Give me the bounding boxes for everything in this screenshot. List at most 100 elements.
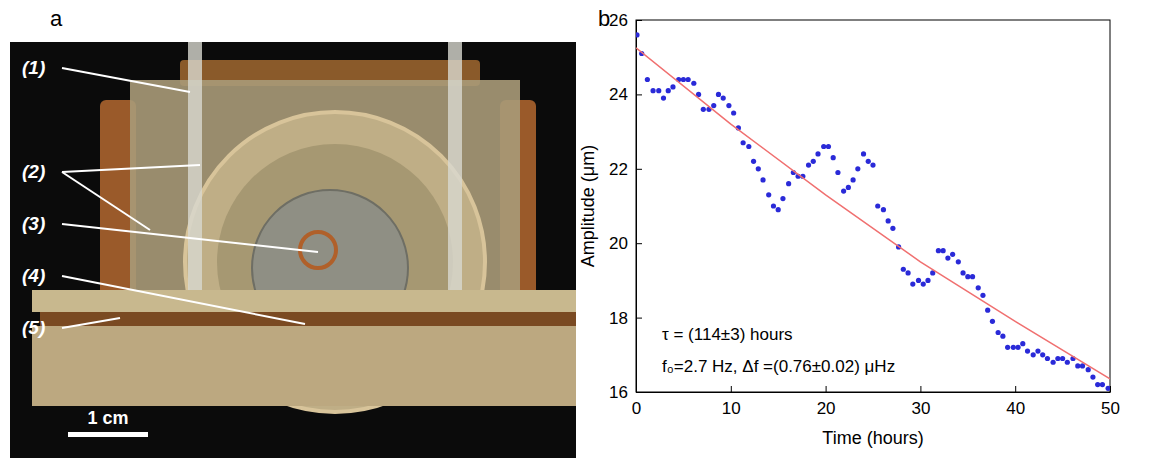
data-point bbox=[780, 196, 785, 201]
base-coil bbox=[40, 312, 576, 326]
data-point bbox=[701, 107, 706, 112]
fit-line bbox=[636, 48, 1110, 379]
data-point bbox=[921, 282, 926, 287]
y-axis-title: Amplitude (μm) bbox=[578, 145, 598, 267]
data-point bbox=[990, 319, 995, 324]
data-point bbox=[905, 270, 910, 275]
data-point bbox=[1015, 345, 1020, 350]
x-axis-title: Time (hours) bbox=[822, 428, 923, 448]
x-tick: 30 bbox=[911, 386, 930, 418]
x-tick-mark bbox=[1015, 386, 1016, 392]
photo-background bbox=[10, 42, 576, 458]
y-tick-label: 24 bbox=[609, 85, 628, 104]
x-axis-line bbox=[637, 392, 1111, 393]
data-point bbox=[721, 96, 726, 101]
y-tick-mark bbox=[636, 169, 642, 170]
data-point bbox=[771, 203, 776, 208]
data-point bbox=[766, 192, 771, 197]
x-tick-mark bbox=[920, 386, 921, 392]
data-point bbox=[821, 144, 826, 149]
data-point bbox=[866, 159, 871, 164]
label-arrow bbox=[62, 276, 305, 324]
data-point bbox=[916, 278, 921, 283]
data-point bbox=[1040, 352, 1045, 357]
data-point bbox=[910, 282, 915, 287]
data-point bbox=[1031, 352, 1036, 357]
y-tick-mark bbox=[636, 94, 642, 95]
label-arrow bbox=[62, 68, 190, 92]
data-point bbox=[831, 155, 836, 160]
x-tick-label: 20 bbox=[817, 399, 836, 418]
data-point bbox=[881, 207, 886, 212]
data-point bbox=[925, 278, 930, 283]
data-point bbox=[645, 77, 650, 82]
data-point bbox=[656, 88, 661, 93]
photo-label: (4) bbox=[22, 265, 45, 286]
data-point bbox=[901, 267, 906, 272]
data-point bbox=[956, 259, 961, 264]
data-point bbox=[870, 162, 875, 167]
photo-label: (5) bbox=[22, 317, 45, 338]
y-tick: 22 bbox=[609, 160, 642, 179]
photo-label: (3) bbox=[22, 213, 45, 234]
y-tick: 18 bbox=[609, 309, 642, 328]
data-point bbox=[746, 144, 751, 149]
annotation: τ = (114±3) hours bbox=[662, 325, 793, 344]
data-point bbox=[980, 293, 985, 298]
data-point bbox=[1000, 334, 1005, 339]
data-point bbox=[950, 252, 955, 257]
data-point bbox=[1100, 382, 1105, 387]
data-point bbox=[1020, 341, 1025, 346]
y-tick-label: 22 bbox=[609, 160, 628, 179]
data-point bbox=[726, 103, 731, 108]
panel-letter: a bbox=[50, 6, 63, 31]
post bbox=[448, 42, 462, 302]
data-point bbox=[1055, 356, 1060, 361]
label-arrow bbox=[62, 165, 200, 172]
data-point bbox=[960, 270, 965, 275]
y-tick: 20 bbox=[609, 234, 642, 253]
data-point bbox=[1051, 360, 1056, 365]
x-tick-mark bbox=[826, 386, 827, 392]
y-tick-label: 16 bbox=[609, 383, 628, 402]
x-tick-label: 10 bbox=[722, 399, 741, 418]
data-point bbox=[681, 77, 686, 82]
y-tick-mark bbox=[636, 392, 642, 393]
data-point bbox=[661, 96, 666, 101]
data-point bbox=[850, 177, 855, 182]
data-point bbox=[811, 159, 816, 164]
data-point bbox=[996, 330, 1001, 335]
x-tick-label: 30 bbox=[911, 399, 930, 418]
data-point bbox=[890, 226, 895, 231]
data-point bbox=[666, 88, 671, 93]
data-point bbox=[815, 151, 820, 156]
data-point bbox=[846, 185, 851, 190]
data-point bbox=[731, 110, 736, 115]
data-point bbox=[1075, 363, 1080, 368]
data-point bbox=[1065, 360, 1070, 365]
data-point bbox=[711, 103, 716, 108]
annotation: f₀=2.7 Hz, Δf =(0.76±0.02) μHz bbox=[662, 357, 895, 376]
data-point bbox=[756, 166, 761, 171]
data-point bbox=[936, 248, 941, 253]
x-axis: 01020304050 bbox=[632, 386, 1120, 418]
data-point bbox=[686, 77, 691, 82]
data-point bbox=[691, 81, 696, 86]
data-point bbox=[1035, 348, 1040, 353]
plot-marks bbox=[636, 32, 1110, 391]
y-tick: 26 bbox=[609, 11, 642, 30]
data-point bbox=[776, 207, 781, 212]
scale-bar bbox=[68, 432, 148, 437]
data-point bbox=[976, 285, 981, 290]
data-point bbox=[1095, 382, 1100, 387]
data-point bbox=[1060, 356, 1065, 361]
data-point bbox=[841, 189, 846, 194]
y-tick-label: 26 bbox=[609, 11, 628, 30]
data-point bbox=[985, 308, 990, 313]
data-point bbox=[670, 84, 675, 89]
photo-panel: a(1)(2)(3)(4)(5)1 cm bbox=[10, 6, 576, 458]
data-point bbox=[741, 140, 746, 145]
data-point bbox=[716, 92, 721, 97]
data-point bbox=[970, 274, 975, 279]
figure: a(1)(2)(3)(4)(5)1 cmb0102030405016182022… bbox=[0, 0, 1158, 460]
